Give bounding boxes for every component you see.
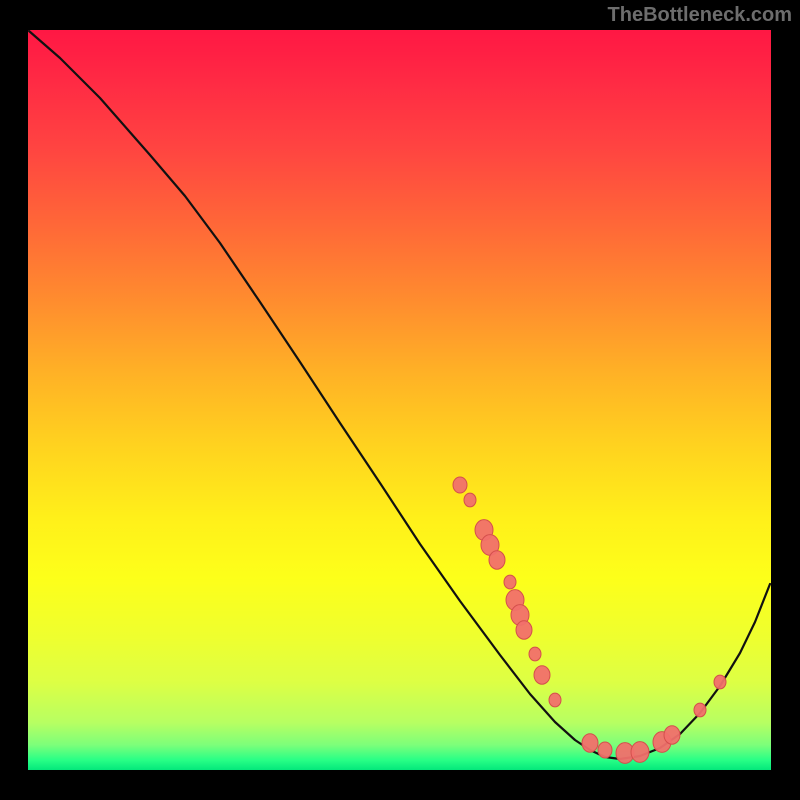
marker-point [464,493,476,507]
marker-point [534,666,550,684]
plot-background [27,29,772,771]
chart-svg [0,0,800,800]
marker-point [714,675,726,689]
marker-point [664,726,680,744]
chart-stage: TheBottleneck.com [0,0,800,800]
marker-point [453,477,467,493]
marker-point [598,742,612,758]
marker-point [504,575,516,589]
marker-point [694,703,706,717]
marker-point [549,693,561,707]
marker-point [529,647,541,661]
marker-point [516,621,532,639]
marker-point [489,551,505,569]
watermark-text: TheBottleneck.com [608,4,792,27]
marker-point [631,742,649,763]
marker-point [582,734,598,752]
